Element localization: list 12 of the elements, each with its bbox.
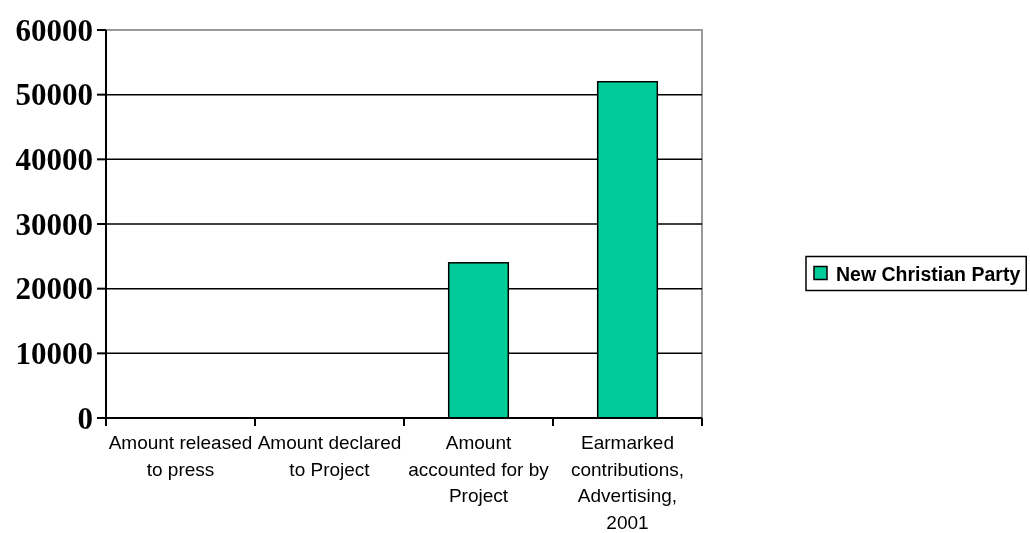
legend-label: New Christian Party xyxy=(836,262,1021,285)
x-tick-label: Amount accounted for by Project xyxy=(408,432,550,506)
y-tick-label: 60000 xyxy=(15,12,93,48)
y-tick-label: 40000 xyxy=(15,141,93,177)
y-tick-label: 0 xyxy=(77,400,93,436)
y-tick-label: 30000 xyxy=(15,206,93,242)
y-tick-label: 50000 xyxy=(15,77,93,113)
x-tick-label: Earmarked contributions, Advertising, 2001 xyxy=(570,432,685,533)
y-tick-label: 20000 xyxy=(15,271,93,307)
x-tick-label: Amount declared to Project xyxy=(257,432,402,480)
y-tick-label: 10000 xyxy=(15,335,93,371)
x-tick-label: Amount released to press xyxy=(108,432,253,480)
